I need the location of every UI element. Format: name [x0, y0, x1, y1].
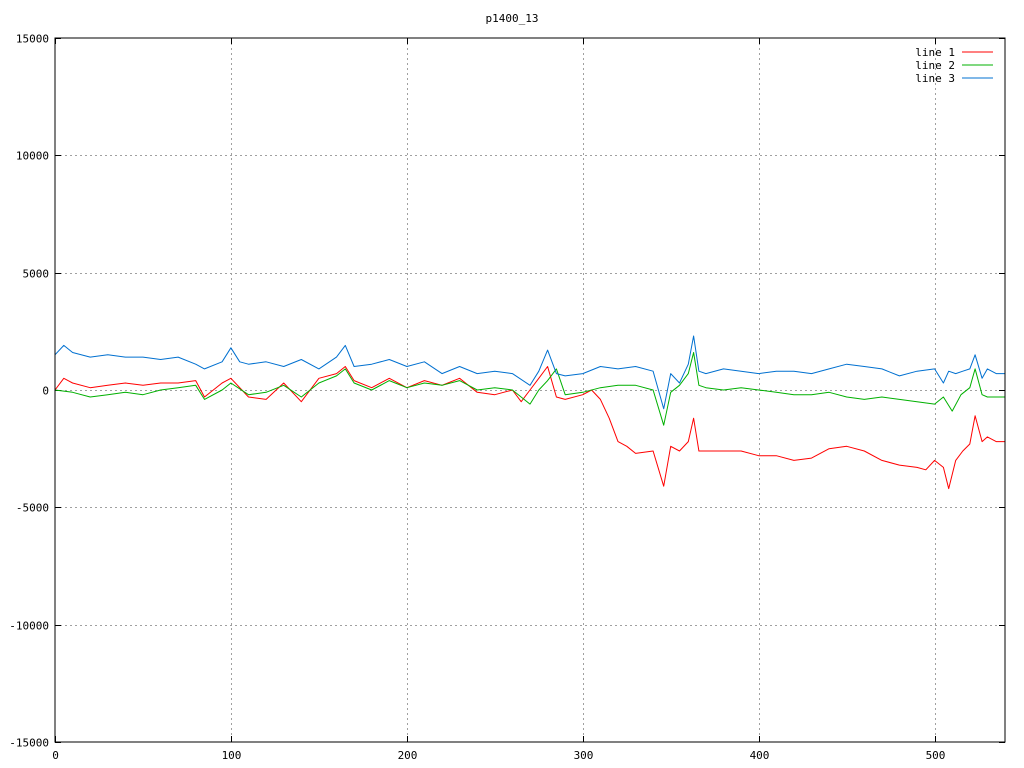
data-series: [54, 335, 1005, 490]
x-tick-label: 400: [750, 749, 770, 762]
plot-frame: [54, 37, 1006, 743]
legend-label: line 2: [915, 59, 955, 72]
y-tick-label: -10000: [9, 620, 49, 633]
x-tick-label: 300: [574, 749, 594, 762]
y-tick-label: 15000: [16, 33, 49, 46]
x-tick-label: 100: [222, 749, 242, 762]
x-tick-label: 200: [398, 749, 418, 762]
y-tick-label: 0: [42, 385, 49, 398]
legend-label: line 1: [915, 46, 955, 59]
y-tick-label: -15000: [9, 737, 49, 750]
axis-ticks: -15000 -10000 -5000 0 5000 10000 15000 0 100 200 3…: [9, 33, 1005, 762]
x-tick-label: 500: [926, 749, 946, 762]
y-tick-label: 10000: [16, 150, 49, 163]
x-tick-label: 0: [52, 749, 59, 762]
chart-title: p1400_13: [486, 12, 539, 25]
y-tick-label: 5000: [23, 268, 50, 281]
y-tick-label: -5000: [16, 502, 49, 515]
series-line-3: [54, 335, 1005, 410]
legend-label: line 3: [915, 72, 955, 85]
series-line-2: [54, 352, 1005, 426]
